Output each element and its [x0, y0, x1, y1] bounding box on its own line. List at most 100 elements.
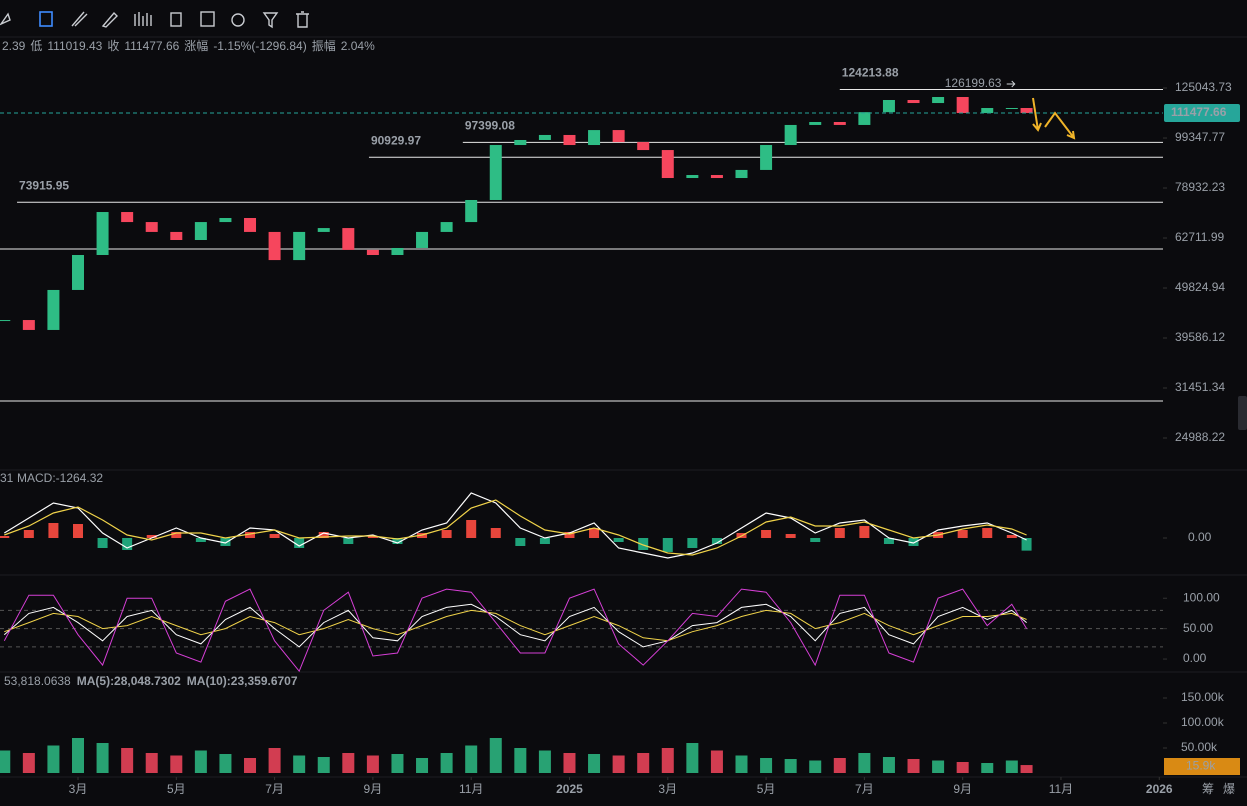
- macd-bar: [539, 538, 550, 544]
- volume-bar: [121, 748, 134, 773]
- x-tick-label: 11月: [1049, 782, 1073, 796]
- candle: [661, 150, 674, 179]
- y-tick-label: 50.00k: [1181, 740, 1218, 754]
- macd-bar: [97, 538, 108, 548]
- volume-bar: [637, 753, 650, 773]
- info-text: 2.39: [2, 39, 26, 53]
- macd-bar: [294, 538, 305, 548]
- volume-bar: [538, 750, 551, 773]
- candle: [47, 289, 60, 330]
- volume-bar: [244, 758, 257, 773]
- info-text: 低: [30, 39, 42, 53]
- volume-bar: [686, 743, 699, 773]
- info-text: 111019.43: [47, 39, 102, 53]
- volume-bar: [661, 748, 674, 773]
- tool-icon[interactable]: [170, 12, 182, 27]
- volume-bar: [514, 748, 527, 773]
- candle: [932, 97, 945, 104]
- candle: [1005, 108, 1018, 110]
- volume-bar: [47, 745, 60, 773]
- macd-bar: [908, 538, 919, 546]
- x-tick-label: 7月: [265, 782, 284, 796]
- macd-bar: [72, 524, 83, 538]
- macd-bar: [662, 538, 673, 552]
- footer-button[interactable]: 筹: [1202, 782, 1214, 796]
- indicator-line: [4, 499, 1027, 556]
- y-tick-label: 99347.77: [1175, 130, 1225, 144]
- volume-bar: [907, 759, 920, 773]
- volume-bar: [563, 753, 576, 773]
- candle: [833, 121, 846, 125]
- macd-bar: [589, 528, 600, 538]
- forecast-arrows: [1032, 97, 1076, 140]
- candle: [489, 145, 502, 200]
- level-label: 124213.88: [842, 66, 899, 80]
- volume-bar: [932, 760, 945, 773]
- x-tick-label: 3月: [69, 782, 88, 796]
- y-tick-label: 78932.23: [1175, 180, 1225, 194]
- y-tick-label: 39586.12: [1175, 330, 1225, 344]
- x-tick-label: 9月: [953, 782, 972, 796]
- toolbar: [0, 11, 309, 29]
- candle: [735, 169, 748, 179]
- indicator-line: [3, 603, 1027, 648]
- info-text: 111477.66: [124, 39, 179, 53]
- volume-bar: [612, 755, 625, 773]
- x-tick-label: 3月: [658, 782, 677, 796]
- side-handle[interactable]: [1238, 396, 1247, 430]
- candle: [342, 228, 355, 250]
- candle: [710, 175, 723, 179]
- volume-bar: [268, 748, 281, 773]
- macd-bar: [245, 532, 256, 538]
- candle: [1020, 108, 1033, 113]
- tool-icon[interactable]: [101, 11, 118, 28]
- volume-bar: [710, 750, 723, 773]
- macd-bar: [711, 538, 722, 544]
- volume-bar: [219, 754, 232, 773]
- candle: [96, 212, 109, 255]
- macd-bar: [490, 528, 501, 538]
- tool-icon[interactable]: [39, 11, 53, 27]
- candle: [612, 130, 625, 143]
- tool-icon[interactable]: [262, 12, 279, 29]
- candle: [293, 231, 306, 261]
- macd-bar: [834, 528, 845, 538]
- volume-bar: [391, 754, 404, 773]
- candle: [170, 231, 183, 241]
- macd-prefix: 31: [0, 471, 14, 485]
- volume-bar: [760, 758, 773, 773]
- macd-bar: [23, 530, 34, 538]
- info-text: 涨幅: [184, 38, 208, 53]
- volume-bar: [366, 755, 379, 773]
- candle: [317, 228, 330, 232]
- y-tick-label: 0.00: [1183, 651, 1207, 665]
- macd-bar: [122, 538, 133, 550]
- y-tick-label: 150.00k: [1181, 690, 1225, 704]
- candle: [784, 124, 797, 146]
- volume-tag-label: 15.9k: [1186, 759, 1216, 773]
- volume-bar: [71, 738, 84, 773]
- candle: [882, 99, 895, 113]
- volume-label: MA(10):23,359.6707: [187, 674, 298, 688]
- y-tick-label: 100.00: [1183, 590, 1220, 604]
- macd-bar: [343, 538, 354, 544]
- tool-icon[interactable]: [134, 12, 152, 26]
- macd-bar: [171, 532, 182, 538]
- volume-bar: [293, 755, 306, 773]
- macd-bar: [318, 532, 329, 538]
- candle: [145, 222, 158, 232]
- tool-icon[interactable]: [296, 11, 309, 28]
- macd-bar: [1021, 538, 1032, 551]
- indicator-line: [4, 609, 1027, 642]
- candle: [588, 130, 601, 146]
- volume-bar: [22, 753, 35, 773]
- candle: [244, 218, 257, 232]
- level-label: 90929.97: [371, 133, 421, 147]
- tool-icon[interactable]: [231, 13, 245, 27]
- footer-button[interactable]: 爆: [1223, 782, 1235, 796]
- tool-icon[interactable]: [200, 11, 215, 27]
- macd-bar: [146, 535, 157, 538]
- tool-icon[interactable]: [71, 11, 88, 27]
- candle: [981, 108, 994, 114]
- tool-icon[interactable]: [0, 12, 11, 26]
